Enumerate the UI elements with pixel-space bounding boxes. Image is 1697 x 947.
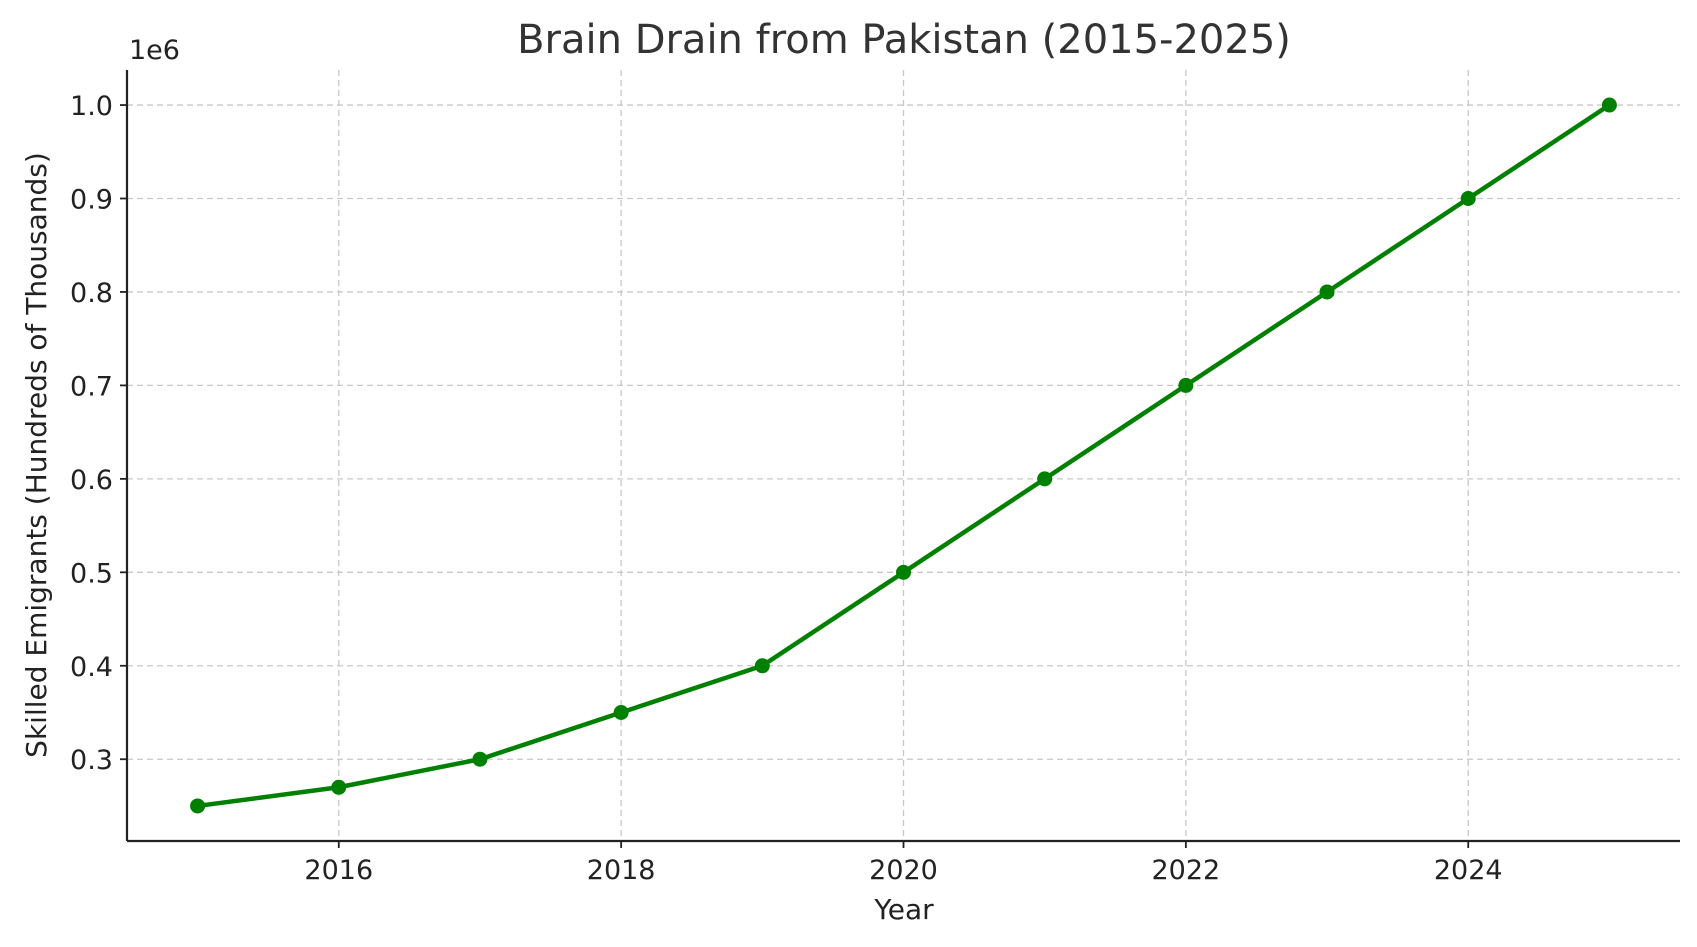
y-tick-label: 1.0 xyxy=(70,91,113,122)
data-point-2021 xyxy=(1037,471,1053,487)
x-axis-ticks: 2016 2018 2020 2022 2024 xyxy=(304,841,1503,886)
y-tick-label: 0.4 xyxy=(70,652,113,683)
data-point-2020 xyxy=(896,564,911,580)
y-axis-ticks: 0.3 0.4 0.5 0.6 0.7 0.8 0.9 1.0 xyxy=(70,91,127,776)
y-tick-label: 0.8 xyxy=(70,278,113,309)
data-point-2022 xyxy=(1178,377,1194,393)
chart-title: Brain Drain from Pakistan (2015-2025) xyxy=(517,17,1291,63)
x-tick-label: 2018 xyxy=(587,855,656,886)
data-point-2023 xyxy=(1319,284,1335,300)
data-point-2017 xyxy=(472,751,488,767)
x-axis-label: Year xyxy=(873,893,934,926)
grid-lines xyxy=(127,70,1680,841)
data-point-2015 xyxy=(190,798,206,814)
y-tick-label: 0.5 xyxy=(70,558,113,589)
y-tick-label: 0.7 xyxy=(70,371,113,402)
y-tick-label: 0.3 xyxy=(70,745,113,776)
data-point-2018 xyxy=(613,705,629,720)
data-point-2019 xyxy=(754,658,770,674)
x-tick-label: 2020 xyxy=(869,855,938,886)
data-point-2016 xyxy=(331,779,347,795)
x-tick-label: 2024 xyxy=(1434,855,1503,886)
y-tick-label: 0.6 xyxy=(70,465,113,496)
data-point-2024 xyxy=(1460,191,1476,206)
x-tick-label: 2022 xyxy=(1152,855,1221,886)
data-series xyxy=(190,97,1617,814)
x-tick-label: 2016 xyxy=(304,855,373,886)
y-axis-offset-label: 1e6 xyxy=(129,35,180,66)
data-point-2025 xyxy=(1601,97,1617,113)
y-tick-label: 0.9 xyxy=(70,185,113,216)
y-axis-label: Skilled Emigrants (Hundreds of Thousands… xyxy=(20,152,53,758)
